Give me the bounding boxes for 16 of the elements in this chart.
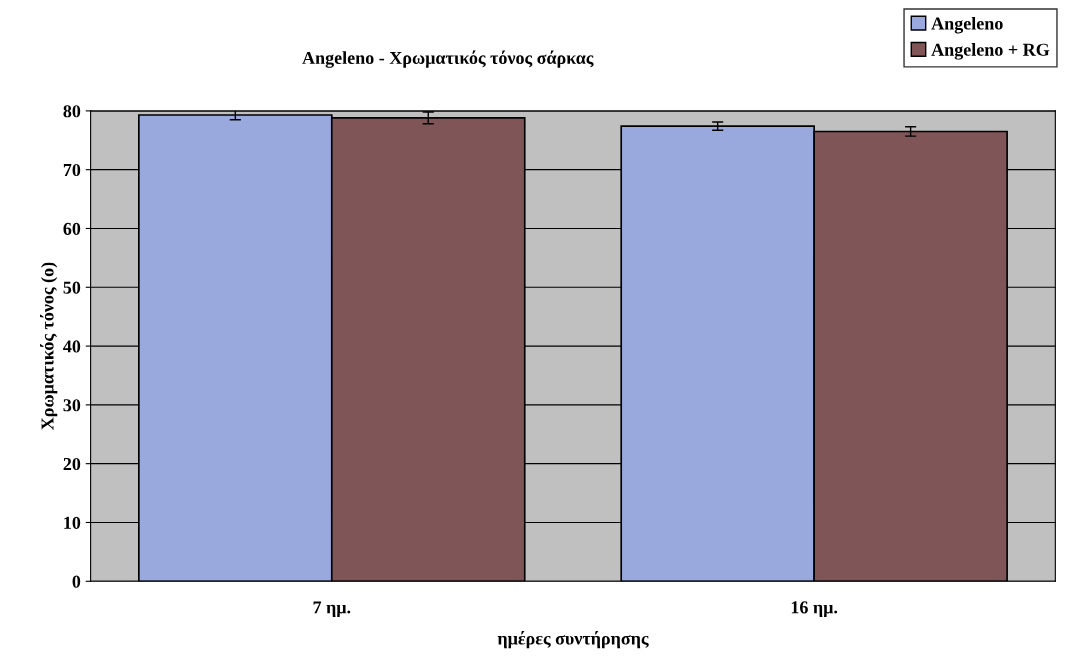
y-tick-label: 80 <box>63 105 81 118</box>
y-tick-label: 0 <box>72 575 81 588</box>
y-tick-label: 20 <box>63 457 81 471</box>
chart-title: Angeleno - Χρωματικός τόνος σάρκας <box>302 50 594 68</box>
y-tick-label: 30 <box>63 399 81 412</box>
y-tick-label: 70 <box>63 163 81 177</box>
x-tick-label: 7 ημ. <box>313 601 351 618</box>
y-tick-label: 50 <box>63 281 81 294</box>
x-axis-title: ημέρες συντήρησης <box>497 630 649 649</box>
legend-label: Angeleno + RG <box>931 43 1050 60</box>
x-tick-label: 16 ημ. <box>791 601 838 618</box>
y-axis-title: Χρωματικός τόνος (ο) <box>40 262 58 430</box>
legend-label: Angeleno <box>931 16 1003 34</box>
y-tick-label: 60 <box>63 222 81 235</box>
y-tick-label: 10 <box>64 516 81 529</box>
y-tick-label: 40 <box>63 340 81 353</box>
